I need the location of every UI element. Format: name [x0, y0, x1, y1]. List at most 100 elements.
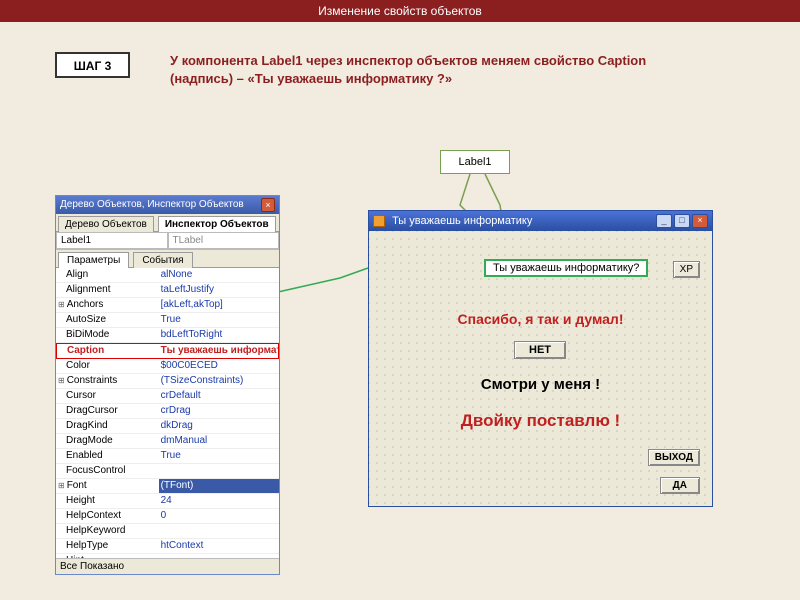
- property-row[interactable]: AlignalNone: [56, 268, 279, 283]
- inspector-main-tabs: Дерево Объектов Инспектор Объектов: [56, 214, 279, 232]
- property-row[interactable]: Height24: [56, 494, 279, 509]
- property-value[interactable]: $00C0ECED: [159, 359, 279, 373]
- app-icon: [373, 215, 385, 227]
- instruction-text: У компонента Label1 через инспектор объе…: [170, 52, 690, 87]
- object-inspector-window: Дерево Объектов, Инспектор Объектов × Де…: [55, 195, 280, 575]
- selected-component-class: TLabel: [168, 232, 280, 249]
- property-row[interactable]: FocusControl: [56, 464, 279, 479]
- property-row[interactable]: BiDiModebdLeftToRight: [56, 328, 279, 343]
- property-value[interactable]: dkDrag: [159, 419, 279, 433]
- tab-object-tree[interactable]: Дерево Объектов: [58, 216, 154, 232]
- close-icon[interactable]: ×: [692, 214, 708, 228]
- property-value[interactable]: [159, 464, 279, 478]
- property-name: AutoSize: [56, 313, 159, 327]
- property-row[interactable]: HelpKeyword: [56, 524, 279, 539]
- step-box: ШАГ 3: [55, 52, 130, 78]
- property-name: Color: [56, 359, 159, 373]
- xp-button[interactable]: XP: [673, 261, 700, 278]
- close-icon[interactable]: ×: [261, 198, 275, 212]
- property-name: FocusControl: [56, 464, 159, 478]
- property-row[interactable]: DragModedmManual: [56, 434, 279, 449]
- property-row[interactable]: AlignmenttaLeftJustify: [56, 283, 279, 298]
- property-value[interactable]: [akLeft,akTop]: [159, 298, 279, 312]
- maximize-icon[interactable]: □: [674, 214, 690, 228]
- window-buttons: _ □ ×: [656, 214, 708, 228]
- property-row[interactable]: HelpContext0: [56, 509, 279, 524]
- form-title-text: Ты уважаешь информатику: [392, 215, 532, 227]
- form-design-surface[interactable]: Ты уважаешь информатику? Спасибо, я так …: [369, 231, 712, 506]
- subtab-events[interactable]: События: [133, 252, 192, 268]
- property-name: Constraints: [56, 374, 159, 388]
- property-row[interactable]: CursorcrDefault: [56, 389, 279, 404]
- property-row[interactable]: Color$00C0ECED: [56, 359, 279, 374]
- property-value[interactable]: crDefault: [159, 389, 279, 403]
- property-row[interactable]: EnabledTrue: [56, 449, 279, 464]
- property-row[interactable]: HelpTypehtContext: [56, 539, 279, 554]
- label1-caption: Ты уважаешь информатику?: [493, 262, 639, 274]
- property-value[interactable]: crDrag: [159, 404, 279, 418]
- callout-label1: Label1: [440, 150, 510, 174]
- property-value[interactable]: bdLeftToRight: [159, 328, 279, 342]
- thanks-label[interactable]: Спасибо, я так и думал!: [369, 311, 712, 327]
- page-title-bar: Изменение свойств объектов: [0, 0, 800, 22]
- property-name: Alignment: [56, 283, 159, 297]
- property-value[interactable]: (TSizeConstraints): [159, 374, 279, 388]
- no-button[interactable]: НЕТ: [514, 341, 566, 359]
- property-grid[interactable]: AlignalNoneAlignmenttaLeftJustifyAnchors…: [56, 268, 279, 558]
- property-value[interactable]: [159, 554, 279, 558]
- design-form-window: Ты уважаешь информатику _ □ × Ты уважаеш…: [368, 210, 713, 507]
- yes-button[interactable]: ДА: [660, 477, 700, 494]
- property-value[interactable]: htContext: [159, 539, 279, 553]
- page-title: Изменение свойств объектов: [318, 4, 482, 18]
- property-value[interactable]: alNone: [159, 268, 279, 282]
- subtab-properties[interactable]: Параметры: [58, 252, 129, 268]
- property-row[interactable]: Anchors[akLeft,akTop]: [56, 298, 279, 313]
- property-row[interactable]: DragCursorcrDrag: [56, 404, 279, 419]
- inspector-component-selector[interactable]: Label1 TLabel: [56, 232, 279, 250]
- property-row[interactable]: CaptionТы уважаешь информатику?: [56, 343, 279, 359]
- property-value[interactable]: 24: [159, 494, 279, 508]
- property-value[interactable]: 0: [159, 509, 279, 523]
- property-row[interactable]: AutoSizeTrue: [56, 313, 279, 328]
- two-label[interactable]: Двойку поставлю !: [369, 411, 712, 431]
- inspector-footer: Все Показано: [56, 558, 279, 574]
- property-value[interactable]: True: [159, 449, 279, 463]
- property-name: Anchors: [56, 298, 159, 312]
- property-name: Cursor: [56, 389, 159, 403]
- selected-component-name[interactable]: Label1: [56, 232, 168, 249]
- inspector-title-text: Дерево Объектов, Инспектор Объектов: [60, 196, 244, 214]
- property-name: DragKind: [56, 419, 159, 433]
- property-row[interactable]: Hint: [56, 554, 279, 558]
- property-name: BiDiMode: [56, 328, 159, 342]
- property-value[interactable]: [159, 524, 279, 538]
- property-value[interactable]: (TFont): [159, 479, 279, 493]
- exit-button[interactable]: ВЫХОД: [648, 449, 700, 466]
- property-value[interactable]: True: [159, 313, 279, 327]
- property-name: DragMode: [56, 434, 159, 448]
- property-name: Enabled: [56, 449, 159, 463]
- property-name: HelpKeyword: [56, 524, 159, 538]
- property-name: Hint: [56, 554, 159, 558]
- property-name: HelpContext: [56, 509, 159, 523]
- label1-component[interactable]: Ты уважаешь информатику?: [484, 259, 648, 277]
- inspector-titlebar[interactable]: Дерево Объектов, Инспектор Объектов ×: [56, 196, 279, 214]
- look-label[interactable]: Смотри у меня !: [369, 376, 712, 393]
- property-name: DragCursor: [56, 404, 159, 418]
- property-name: Font: [56, 479, 159, 493]
- property-row[interactable]: Constraints(TSizeConstraints): [56, 374, 279, 389]
- property-name: Caption: [57, 344, 159, 358]
- inspector-subtabs: Параметры События: [56, 250, 279, 268]
- property-row[interactable]: DragKinddkDrag: [56, 419, 279, 434]
- step-label: ШАГ 3: [74, 59, 112, 73]
- form-titlebar[interactable]: Ты уважаешь информатику _ □ ×: [369, 211, 712, 231]
- property-value[interactable]: dmManual: [159, 434, 279, 448]
- minimize-icon[interactable]: _: [656, 214, 672, 228]
- property-name: Height: [56, 494, 159, 508]
- property-value[interactable]: Ты уважаешь информатику?: [159, 344, 278, 358]
- property-name: HelpType: [56, 539, 159, 553]
- property-name: Align: [56, 268, 159, 282]
- callout-label1-text: Label1: [458, 156, 491, 168]
- property-row[interactable]: Font(TFont): [56, 479, 279, 494]
- property-value[interactable]: taLeftJustify: [159, 283, 279, 297]
- tab-object-inspector[interactable]: Инспектор Объектов: [158, 216, 276, 232]
